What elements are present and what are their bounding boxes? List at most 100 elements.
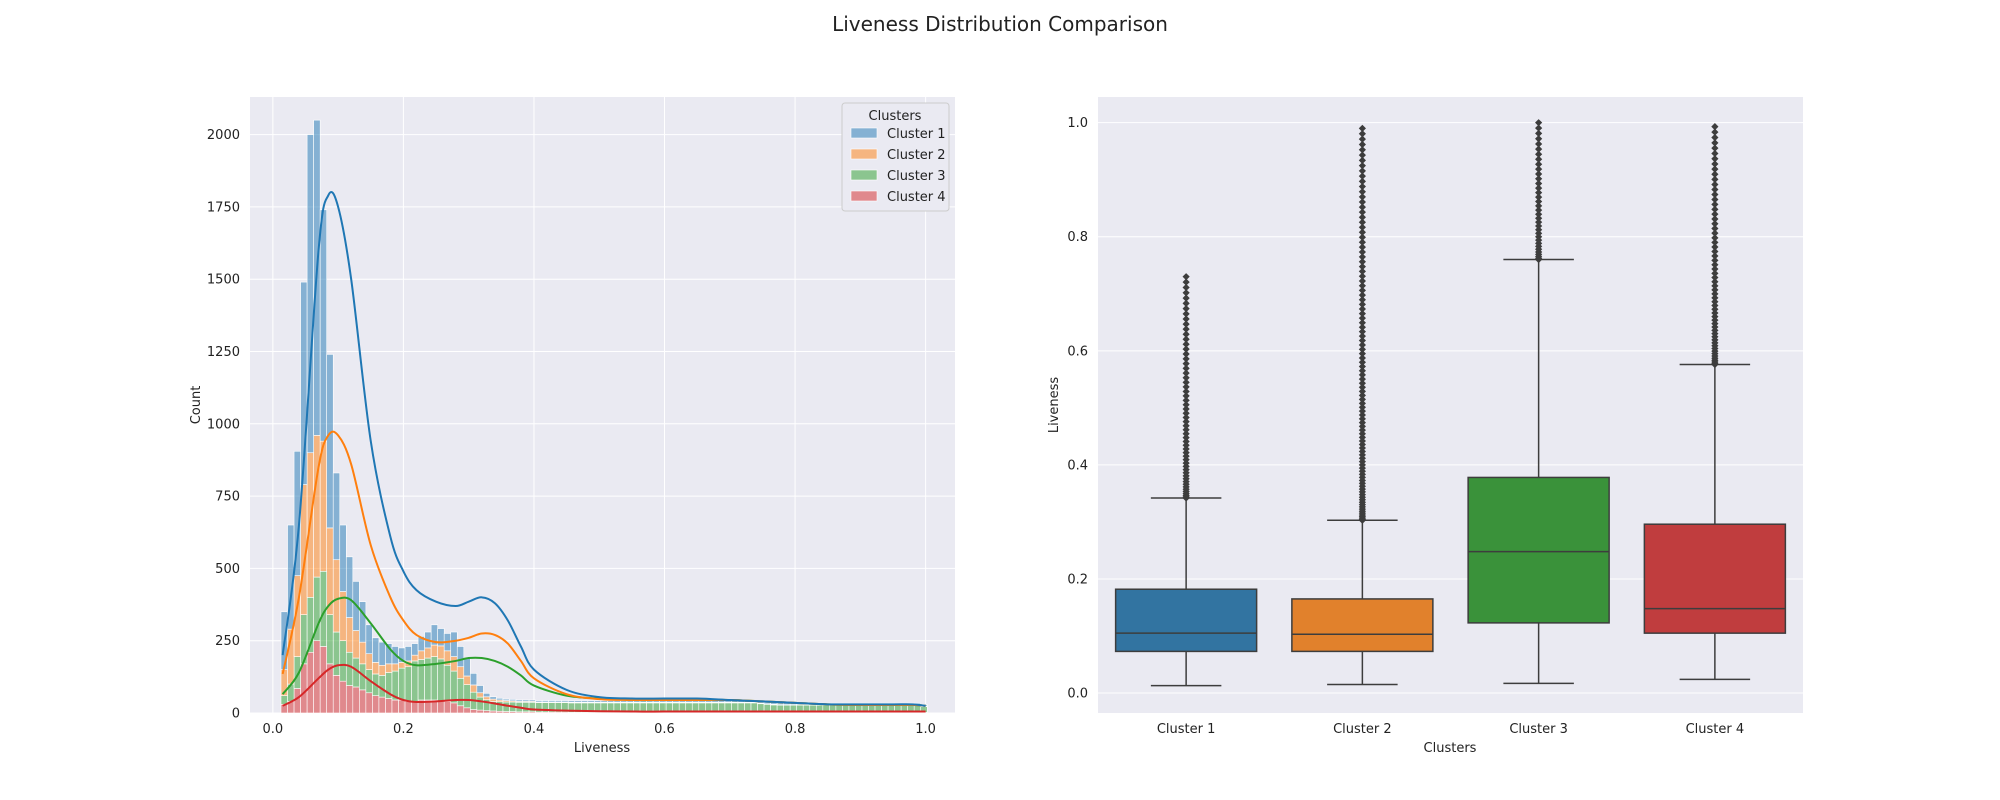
outlier-point xyxy=(1182,364,1190,372)
bar-cluster-4 xyxy=(319,646,328,714)
outliers xyxy=(1535,119,1543,264)
outlier-point xyxy=(1358,362,1366,371)
outlier-point xyxy=(1358,208,1366,216)
outlier-point xyxy=(1358,354,1366,362)
y-tick-label: 1750 xyxy=(207,200,240,215)
bar-cluster-2 xyxy=(430,644,438,657)
x-tick-label: Cluster 2 xyxy=(1333,722,1392,737)
x-tick-label: 0.0 xyxy=(263,722,284,737)
outlier-point xyxy=(1535,189,1543,197)
outlier-point xyxy=(1182,387,1190,396)
outlier-point xyxy=(1711,313,1719,321)
outlier-point xyxy=(1711,265,1719,273)
outlier-point xyxy=(1711,238,1719,247)
bar-cluster-4 xyxy=(385,698,393,714)
y-tick-label: 1000 xyxy=(207,417,240,432)
outlier-point xyxy=(1358,263,1366,271)
outlier-point xyxy=(1711,165,1719,173)
outlier-point xyxy=(1182,374,1190,382)
outlier-point xyxy=(1182,315,1190,323)
outlier-point xyxy=(1711,282,1719,290)
bar-cluster-1 xyxy=(685,700,693,703)
outlier-point xyxy=(1711,294,1719,302)
outlier-point xyxy=(1182,305,1190,313)
outlier-point xyxy=(1182,392,1190,400)
outlier-point xyxy=(1711,252,1719,260)
bar-cluster-1 xyxy=(411,643,419,656)
bar-cluster-1 xyxy=(489,696,497,700)
x-tick-label: 0.8 xyxy=(785,722,806,737)
outlier-point xyxy=(1358,407,1366,415)
outlier-point xyxy=(1535,222,1543,230)
outlier-point xyxy=(1358,193,1366,201)
y-tick-label: 1250 xyxy=(207,345,240,360)
box-cluster-4 xyxy=(1643,123,1787,681)
outlier-point xyxy=(1358,391,1366,399)
bar-cluster-1 xyxy=(404,646,412,662)
bar-cluster-3 xyxy=(476,696,484,711)
y-tick-label: 750 xyxy=(215,490,240,505)
bar-cluster-2 xyxy=(319,440,328,572)
outlier-point xyxy=(1711,229,1719,237)
bar-cluster-1 xyxy=(698,700,706,703)
boxplot-boxes xyxy=(1114,119,1787,687)
bar-cluster-4 xyxy=(456,705,465,714)
outlier-point xyxy=(1535,229,1543,237)
kde-line-cluster-1 xyxy=(281,191,926,707)
outlier-point xyxy=(1358,341,1366,349)
legend-label-cluster-4: Cluster 4 xyxy=(887,190,946,205)
bar-cluster-1 xyxy=(652,700,660,703)
bar-cluster-1 xyxy=(535,700,543,703)
bar-cluster-2 xyxy=(450,656,458,672)
outliers xyxy=(1182,273,1190,502)
outlier-point xyxy=(1182,441,1190,449)
bar-cluster-1 xyxy=(594,700,602,703)
outlier-point xyxy=(1711,200,1719,209)
outlier-point xyxy=(1711,305,1719,313)
boxplot-panel: Cluster 1 Cluster 2 Cluster 3 Cluster 4 0.0… xyxy=(1047,97,1803,756)
outlier-point xyxy=(1711,195,1719,204)
outlier-point xyxy=(1358,162,1366,170)
figure-title: Liveness Distribution Comparison xyxy=(832,12,1168,36)
bar-cluster-1 xyxy=(502,698,510,701)
outlier-point xyxy=(1358,130,1366,138)
bar-cluster-3 xyxy=(463,684,471,709)
outlier-point xyxy=(1358,177,1366,185)
outlier-point xyxy=(1182,437,1190,446)
bar-cluster-4 xyxy=(372,695,380,714)
boxplot-y-axis-label: Liveness xyxy=(1047,377,1062,434)
outlier-point xyxy=(1711,261,1719,269)
x-tick-label: 0.4 xyxy=(524,722,545,737)
y-tick-label: 250 xyxy=(215,634,240,649)
bar-cluster-4 xyxy=(404,701,412,714)
bar-cluster-1 xyxy=(580,700,589,703)
outlier-point xyxy=(1711,144,1719,152)
outlier-point xyxy=(1358,403,1366,411)
bar-cluster-3 xyxy=(345,651,354,686)
outlier-point xyxy=(1358,291,1366,299)
outlier-point xyxy=(1358,172,1366,180)
box-cluster-1 xyxy=(1114,273,1258,687)
outlier-point xyxy=(1358,371,1366,379)
boxplot-y-ticks: 0.0 0.2 0.4 0.6 0.8 1.0 xyxy=(1067,116,1088,701)
bar-cluster-1 xyxy=(496,697,504,701)
outlier-point xyxy=(1358,300,1366,309)
bar-cluster-1 xyxy=(705,700,713,703)
bar-cluster-4 xyxy=(476,709,484,714)
outlier-point xyxy=(1535,214,1543,222)
outlier-point xyxy=(1182,350,1190,358)
iqr-box xyxy=(1467,476,1610,624)
boxplot-x-axis-label: Clusters xyxy=(1424,741,1477,756)
outlier-point xyxy=(1711,155,1719,163)
outlier-point xyxy=(1358,430,1366,438)
legend-entries: Cluster 1 Cluster 2 Cluster 3 Cluster 4 xyxy=(850,127,946,205)
outlier-point xyxy=(1358,336,1366,345)
bar-cluster-4 xyxy=(332,675,341,714)
bar-cluster-1 xyxy=(450,631,458,657)
outlier-point xyxy=(1182,449,1190,457)
outlier-point xyxy=(1711,298,1719,306)
outlier-point xyxy=(1358,332,1366,340)
y-tick-label: 1500 xyxy=(207,273,240,288)
outlier-point xyxy=(1711,205,1719,213)
